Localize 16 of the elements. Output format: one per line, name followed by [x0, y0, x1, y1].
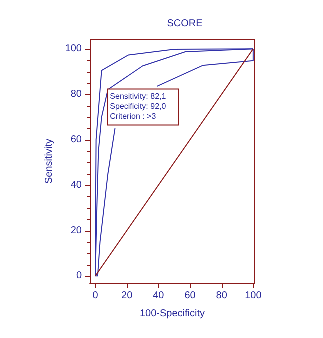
- x-tick-label: 80: [216, 290, 228, 302]
- y-tick-label: 60: [70, 134, 82, 146]
- x-tick-label: 20: [122, 290, 134, 302]
- y-axis-title: Sensitivity: [44, 138, 55, 184]
- x-tick-label: 100: [245, 290, 262, 302]
- y-tick-label: 40: [70, 180, 82, 191]
- y-tick-label: 0: [76, 270, 82, 282]
- y-tick-label: 80: [70, 89, 82, 100]
- y-tick-label: 100: [65, 44, 82, 55]
- x-tick-label: 60: [184, 290, 196, 302]
- chart-title: SCORE: [167, 18, 204, 30]
- annotation: Sensitivity: 82,1 Specificity: 92,0 Criterion : >3: [110, 92, 167, 122]
- x-tick-label: 0: [92, 290, 99, 302]
- y-tick-label: 20: [70, 225, 82, 236]
- x-tick-label: 40: [153, 290, 165, 302]
- x-axis-title: 100-Specificity: [140, 308, 206, 320]
